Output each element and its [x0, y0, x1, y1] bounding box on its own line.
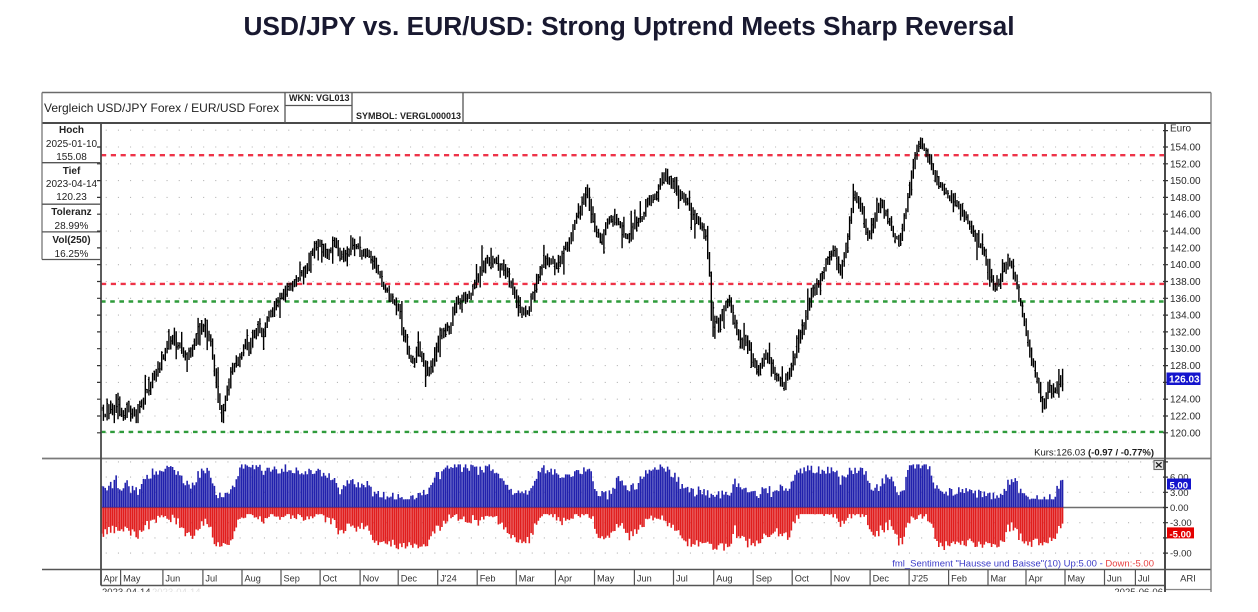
svg-text:120.00: 120.00: [1170, 428, 1201, 439]
svg-text:Jun: Jun: [637, 573, 652, 583]
svg-text:144.00: 144.00: [1170, 227, 1201, 238]
svg-text:2023-04-14: 2023-04-14: [152, 587, 201, 598]
svg-text:Aug: Aug: [245, 573, 261, 583]
svg-text:Feb: Feb: [480, 573, 496, 583]
svg-text:J'24: J'24: [440, 573, 457, 583]
svg-text:Tief: Tief: [63, 166, 81, 177]
svg-text:28.99%: 28.99%: [55, 221, 89, 232]
svg-text:134.00: 134.00: [1170, 311, 1201, 322]
svg-text:Apr: Apr: [104, 573, 118, 583]
svg-text:Sep: Sep: [284, 573, 300, 583]
svg-text:120.23: 120.23: [56, 192, 87, 203]
svg-text:2023-04-14: 2023-04-14: [46, 179, 98, 190]
svg-text:5.00: 5.00: [1170, 481, 1189, 492]
svg-text:2025-06-06: 2025-06-06: [1114, 587, 1163, 598]
svg-text:Euro: Euro: [1170, 124, 1192, 135]
svg-text:152.00: 152.00: [1170, 159, 1201, 170]
svg-text:Apr: Apr: [1029, 573, 1043, 583]
svg-text:Jul: Jul: [205, 573, 217, 583]
svg-text:Jul: Jul: [1138, 573, 1150, 583]
svg-text:-5.00: -5.00: [1170, 529, 1192, 540]
svg-text:-3.00: -3.00: [1170, 518, 1192, 529]
svg-text:Mar: Mar: [519, 573, 535, 583]
svg-text:140.00: 140.00: [1170, 260, 1201, 271]
svg-text:Feb: Feb: [951, 573, 967, 583]
svg-text:Kurs:126.03 (-0.97 / -0.77%): Kurs:126.03 (-0.97 / -0.77%): [1034, 448, 1154, 459]
svg-text:146.00: 146.00: [1170, 210, 1201, 221]
svg-text:150.00: 150.00: [1170, 176, 1201, 187]
svg-text:16.25%: 16.25%: [55, 249, 89, 260]
svg-text:Sep: Sep: [756, 573, 772, 583]
svg-text:SYMBOL: VERGL000013: SYMBOL: VERGL000013: [356, 111, 461, 121]
svg-text:130.00: 130.00: [1170, 344, 1201, 355]
svg-text:3.00: 3.00: [1170, 488, 1189, 499]
svg-text:128.00: 128.00: [1170, 361, 1201, 372]
svg-text:Oct: Oct: [323, 573, 338, 583]
svg-text:Nov: Nov: [363, 573, 380, 583]
svg-text:138.00: 138.00: [1170, 277, 1201, 288]
svg-text:May: May: [597, 573, 615, 583]
svg-text:WKN: VGL013: WKN: VGL013: [289, 93, 350, 103]
svg-text:Toleranz: Toleranz: [51, 207, 91, 218]
svg-text:Jul: Jul: [676, 573, 688, 583]
svg-text:Dec: Dec: [401, 573, 418, 583]
svg-text:155.08: 155.08: [56, 152, 87, 163]
svg-text:2023-04-14: 2023-04-14: [102, 587, 151, 598]
svg-text:May: May: [123, 573, 141, 583]
svg-text:Jun: Jun: [1107, 573, 1122, 583]
svg-text:Aug: Aug: [716, 573, 732, 583]
svg-text:126.03: 126.03: [1169, 375, 1200, 386]
svg-text:ARI: ARI: [1180, 574, 1196, 585]
svg-text:Mar: Mar: [991, 573, 1007, 583]
svg-text:J'25: J'25: [912, 573, 929, 583]
svg-text:Jun: Jun: [165, 573, 180, 583]
svg-text:Vol(250): Vol(250): [52, 235, 90, 246]
svg-text:Oct: Oct: [795, 573, 810, 583]
svg-text:May: May: [1068, 573, 1086, 583]
svg-text:132.00: 132.00: [1170, 327, 1201, 338]
svg-text:148.00: 148.00: [1170, 193, 1201, 204]
svg-text:fml_Sentiment "Hausse und Bais: fml_Sentiment "Hausse und Baisse"(10) Up…: [892, 559, 1154, 570]
svg-text:Hoch: Hoch: [59, 125, 84, 136]
svg-text:122.00: 122.00: [1170, 411, 1201, 422]
svg-text:142.00: 142.00: [1170, 243, 1201, 254]
svg-text:Apr: Apr: [558, 573, 572, 583]
svg-text:Vergleich USD/JPY Forex / EUR/: Vergleich USD/JPY Forex / EUR/USD Forex: [44, 101, 279, 115]
svg-text:136.00: 136.00: [1170, 294, 1201, 305]
svg-text:124.00: 124.00: [1170, 395, 1201, 406]
svg-text:154.00: 154.00: [1170, 143, 1201, 154]
svg-text:-9.00: -9.00: [1170, 549, 1192, 560]
svg-text:2025-01-10: 2025-01-10: [46, 139, 98, 150]
svg-text:Nov: Nov: [834, 573, 851, 583]
svg-text:6.00: 6.00: [1170, 473, 1189, 484]
svg-text:Dec: Dec: [873, 573, 890, 583]
svg-text:0.00: 0.00: [1170, 503, 1189, 514]
